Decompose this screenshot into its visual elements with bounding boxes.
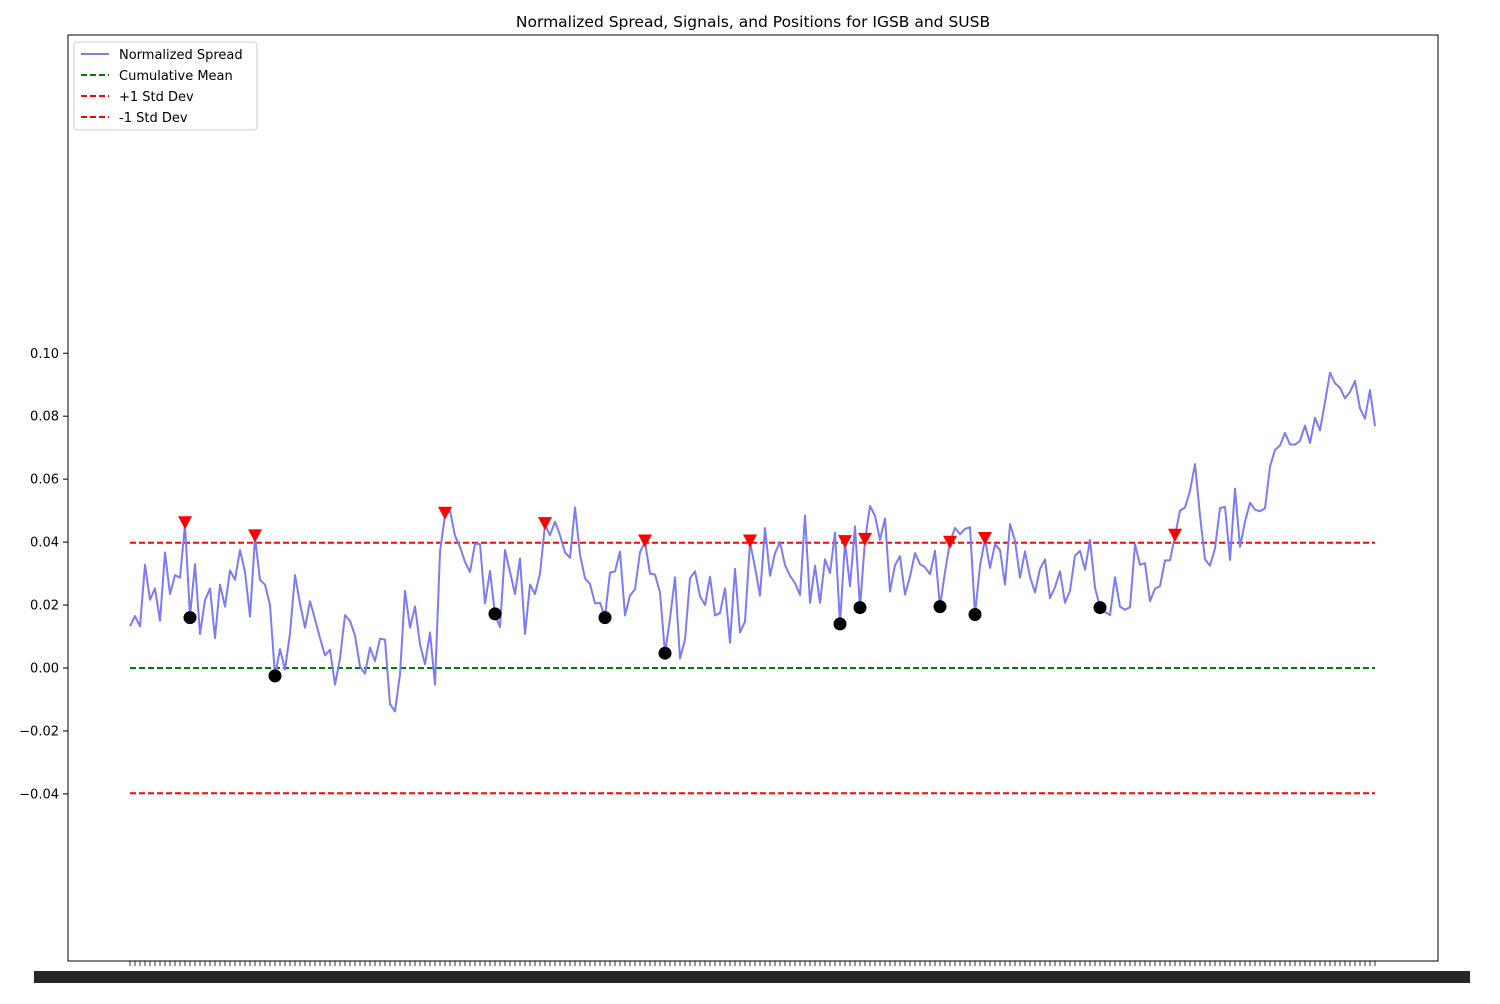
y-tick-label: 0.00 <box>30 662 59 677</box>
sell-signal-marker <box>638 534 652 548</box>
sell-signal-marker <box>538 517 552 531</box>
sell-signal-marker <box>743 534 757 548</box>
x-axis <box>34 961 1470 983</box>
sell-signal-marker <box>248 529 262 543</box>
sell-signal-marker <box>838 535 852 549</box>
sell-signal-marker <box>943 535 957 549</box>
y-axis: 0.10 0.08 0.06 0.04 0.02 0.00 −0.02 −0.04 <box>19 347 68 802</box>
chart-title: Normalized Spread, Signals, and Position… <box>516 13 990 31</box>
x-tick-labels-overlap <box>34 971 1470 983</box>
position-marker <box>968 607 982 621</box>
position-marker <box>833 617 847 631</box>
position-marker <box>1093 601 1107 615</box>
legend-label-minus-std: -1 Std Dev <box>119 111 188 126</box>
markers-layer <box>178 506 1182 683</box>
legend: Normalized Spread Cumulative Mean +1 Std… <box>73 41 258 131</box>
position-marker <box>853 601 867 615</box>
y-tick-label: 0.08 <box>30 410 59 425</box>
legend-box <box>73 41 258 131</box>
sell-signal-marker <box>858 532 872 546</box>
normalized-spread-line <box>129 371 1376 713</box>
legend-label-plus-std: +1 Std Dev <box>119 90 194 105</box>
position-marker <box>933 600 947 614</box>
sell-signal-marker <box>438 506 452 520</box>
y-tick-label: 0.04 <box>30 536 59 551</box>
sell-signal-marker <box>178 516 192 530</box>
plot-area-frame <box>67 34 1439 962</box>
y-tick-label: −0.02 <box>19 724 59 739</box>
position-marker <box>488 607 502 621</box>
reference-lines <box>130 541 1375 795</box>
series-layer <box>129 371 1376 713</box>
y-tick-label: 0.02 <box>30 599 59 614</box>
y-tick-label: −0.04 <box>19 787 59 802</box>
y-tick-label: 0.06 <box>30 473 59 488</box>
position-marker <box>598 611 612 625</box>
y-tick-label: 0.10 <box>30 347 59 362</box>
position-marker <box>268 669 282 683</box>
legend-label-mean: Cumulative Mean <box>119 69 233 84</box>
position-marker <box>183 611 197 625</box>
position-marker <box>658 646 672 660</box>
sell-signal-marker <box>1168 528 1182 542</box>
legend-label-spread: Normalized Spread <box>119 48 243 63</box>
sell-signal-marker <box>978 531 992 545</box>
